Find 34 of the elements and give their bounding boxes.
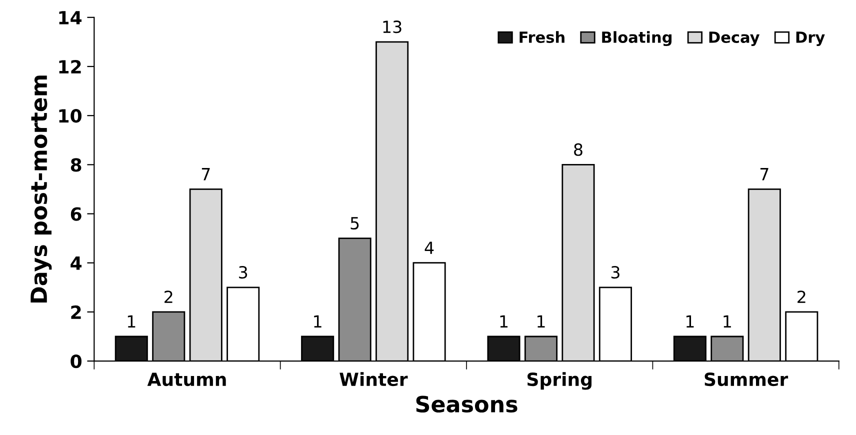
- x-tick-label: Autumn: [147, 372, 226, 386]
- legend-label: Decay: [709, 32, 760, 46]
- x-tick-label: Winter: [340, 372, 408, 386]
- data-label: 4: [424, 242, 434, 254]
- data-label: 5: [350, 217, 359, 230]
- y-tick-label: 8: [70, 158, 82, 172]
- y-tick-label: 0: [70, 354, 82, 368]
- y-tick-label: 12: [59, 60, 81, 74]
- legend-label: Fresh: [520, 31, 564, 43]
- legend-label: Dry: [796, 32, 825, 46]
- data-label: 13: [383, 20, 402, 34]
- data-label: 1: [314, 315, 322, 328]
- x-axis-title: Seasons: [416, 396, 518, 413]
- x-tick-label: Spring: [528, 372, 592, 390]
- data-label: 1: [724, 315, 731, 328]
- data-label: 1: [686, 315, 694, 328]
- data-label: 3: [239, 266, 248, 279]
- y-tick-label: 2: [71, 305, 81, 319]
- data-label: 7: [202, 168, 210, 180]
- legend-label: Bloating: [602, 31, 672, 46]
- data-label: 1: [128, 315, 136, 328]
- data-label: 8: [574, 143, 582, 156]
- data-label: 1: [500, 315, 508, 328]
- y-axis-title: Days post-mortem: [30, 76, 52, 303]
- y-tick-label: 4: [70, 256, 82, 270]
- x-tick-label: Summer: [704, 372, 788, 386]
- data-label: 3: [611, 266, 620, 279]
- y-tick-label: 14: [59, 11, 82, 24]
- data-label: 1: [538, 315, 545, 328]
- data-label: 7: [760, 168, 768, 180]
- y-tick-label: 10: [59, 109, 82, 123]
- data-label: 2: [798, 290, 806, 303]
- data-label: 2: [164, 290, 172, 303]
- y-tick-label: 6: [70, 207, 82, 221]
